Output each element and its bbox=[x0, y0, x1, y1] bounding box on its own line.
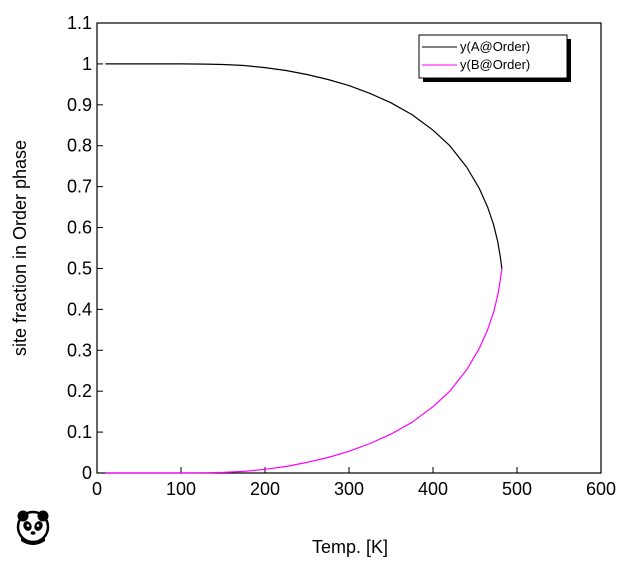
y-tick-label: 0.5 bbox=[67, 258, 92, 278]
y-tick-label: 0.2 bbox=[67, 381, 92, 401]
x-tick-label: 400 bbox=[418, 479, 448, 499]
panda-icon bbox=[16, 510, 50, 545]
y-tick-label: 0.1 bbox=[67, 422, 92, 442]
x-tick-label: 300 bbox=[334, 479, 364, 499]
y-tick-label: 0 bbox=[82, 463, 92, 483]
y-tick-label: 0.9 bbox=[67, 95, 92, 115]
y-tick-label: 0.7 bbox=[67, 177, 92, 197]
series-layer bbox=[105, 63, 503, 474]
y-tick-label: 1.1 bbox=[67, 13, 92, 33]
y-tick-label: 1 bbox=[82, 54, 92, 74]
series-line-2 bbox=[105, 268, 503, 474]
y-tick-label: 0.3 bbox=[67, 340, 92, 360]
x-axis-title: Temp. [K] bbox=[312, 537, 388, 557]
x-tick-label: 100 bbox=[166, 479, 196, 499]
y-axis-title: site fraction in Order phase bbox=[10, 140, 30, 356]
y-tick-label: 0.4 bbox=[67, 299, 92, 319]
series-line-1 bbox=[105, 63, 503, 269]
y-tick-label: 0.6 bbox=[67, 218, 92, 238]
legend-box bbox=[418, 34, 568, 79]
legend-label-series-2: y(B@Order) bbox=[460, 57, 530, 72]
y-tick-label: 0.8 bbox=[67, 136, 92, 156]
x-tick-label: 0 bbox=[92, 479, 102, 499]
x-axis-ticks: 0 100 200 300 400 500 600 bbox=[92, 467, 616, 499]
x-tick-label: 200 bbox=[250, 479, 280, 499]
legend-label-series-1: y(A@Order) bbox=[460, 39, 530, 54]
x-tick-label: 600 bbox=[586, 479, 616, 499]
x-tick-label: 500 bbox=[502, 479, 532, 499]
y-axis-ticks: 0 0.1 0.2 0.3 0.4 0.5 0.6 0.7 0.8 0.9 1 1.1 bbox=[67, 13, 103, 483]
legend: y(A@Order) y(B@Order) bbox=[418, 34, 571, 82]
